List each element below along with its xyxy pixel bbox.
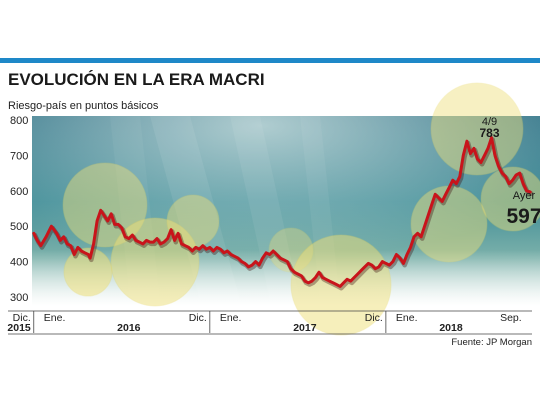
x-month-label: Sep.	[500, 312, 522, 324]
last-value-label: 597	[506, 205, 540, 228]
x-month-label: Ene.	[396, 312, 418, 324]
peak-value-label: 783	[479, 126, 499, 140]
plot-area	[32, 136, 534, 291]
accent-bar	[0, 58, 540, 63]
x-month-label: Ene.	[44, 312, 66, 324]
series-line	[32, 136, 532, 288]
x-year-label: 2018	[439, 322, 463, 334]
x-axis: Dic. Ene. Dic. Ene. Dic. Ene. Sep. 2015 2016 2017…	[7, 311, 522, 334]
chart-title: EVOLUCIÓN EN LA ERA MACRI	[8, 70, 265, 89]
peak-date-label: 4/9	[482, 116, 497, 128]
y-tick-label: 700	[10, 150, 28, 162]
source-label: Fuente: JP Morgan	[451, 337, 532, 348]
x-year-label: 2015	[7, 322, 31, 334]
x-month-label: Dic.	[365, 312, 383, 324]
y-tick-label: 300	[10, 292, 28, 304]
chart-subtitle: Riesgo-país en puntos básicos	[8, 100, 159, 112]
x-month-label: Dic.	[189, 312, 207, 324]
x-year-label: 2016	[117, 322, 141, 334]
y-axis: 800 700 600 500 400 300	[10, 115, 28, 304]
last-date-label: Ayer	[513, 190, 536, 202]
x-year-label: 2017	[293, 322, 317, 334]
x-month-label: Ene.	[220, 312, 242, 324]
y-tick-label: 600	[10, 186, 28, 198]
y-tick-label: 400	[10, 257, 28, 269]
y-tick-label: 800	[10, 115, 28, 127]
y-tick-label: 500	[10, 221, 28, 233]
x-month-label: Dic.	[13, 312, 31, 324]
bubbles-decoration	[62, 82, 540, 336]
